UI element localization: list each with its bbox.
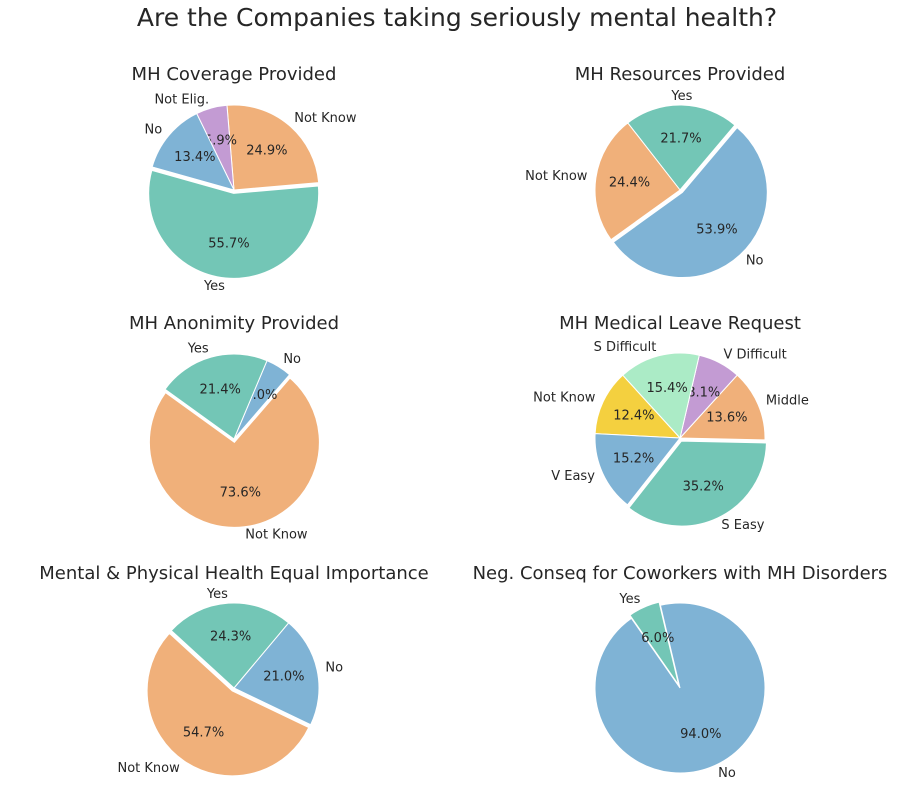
pie-title: MH Resources Provided: [575, 64, 786, 85]
pie-slice: [148, 377, 320, 528]
slice-category-label: S Difficult: [594, 340, 657, 355]
slice-category-label: Yes: [187, 341, 209, 356]
slice-category-label: No: [718, 766, 736, 781]
slice-category-label: Not Know: [117, 761, 180, 776]
pie-slice: [146, 632, 310, 777]
slice-percent-label: 35.2%: [683, 480, 724, 495]
pie-slice: [621, 352, 700, 440]
slice-category-label: Not Elig.: [154, 92, 209, 107]
pie-chart-5: Mental & Physical Health Equal Importanc…: [39, 563, 429, 777]
pie-slice: [629, 601, 680, 686]
slice-category-label: No: [283, 352, 301, 367]
pie-chart-4: MH Medical Leave Request 13.6% Middle 8.1% V…: [533, 313, 809, 533]
slice-percent-label: 53.9%: [696, 222, 737, 237]
pie-slice: [170, 602, 290, 689]
pie-slice: [594, 602, 766, 774]
figure-title: Are the Companies taking seriously menta…: [136, 3, 778, 32]
pie-slice: [627, 104, 736, 191]
slice-percent-label: 13.6%: [706, 410, 747, 425]
pie-slice: [594, 374, 682, 439]
pie-title: Neg. Conseq for Coworkers with MH Disord…: [473, 563, 888, 584]
slice-percent-label: 21.0%: [263, 670, 304, 685]
slice-percent-label: 24.4%: [609, 175, 650, 190]
slice-category-label: Not Know: [525, 169, 588, 184]
pie-chart-2: MH Resources Provided 21.7% Yes 24.4% Not Kn…: [525, 64, 786, 278]
slice-percent-label: 24.3%: [210, 630, 251, 645]
pie-title: MH Anonimity Provided: [129, 313, 339, 334]
pie-slice: [148, 169, 320, 279]
slice-percent-label: 6.0%: [641, 631, 674, 646]
slice-category-label: Not Know: [533, 391, 596, 406]
slice-percent-label: 73.6%: [220, 486, 261, 501]
slice-category-label: V Easy: [551, 469, 595, 484]
pie-title: MH Medical Leave Request: [559, 313, 801, 334]
slice-percent-label: 8.1%: [687, 385, 720, 400]
slice-percent-label: 15.2%: [613, 452, 654, 467]
pie-slice: [678, 374, 766, 441]
pie-title: Mental & Physical Health Equal Importanc…: [39, 563, 428, 584]
slice-category-label: Not Know: [245, 528, 308, 543]
slice-percent-label: 21.4%: [200, 382, 241, 397]
pie-slice: [233, 622, 320, 726]
pie-slice: [628, 440, 767, 527]
slice-category-label: Middle: [766, 394, 809, 409]
slice-category-label: V Difficult: [723, 348, 786, 363]
slice-category-label: No: [145, 123, 163, 138]
slice-category-label: Not Know: [294, 111, 357, 126]
pie-chart-6: Neg. Conseq for Coworkers with MH Disord…: [473, 563, 888, 781]
slice-category-label: No: [325, 661, 343, 676]
slice-percent-label: 54.7%: [183, 726, 224, 741]
slice-category-label: S Easy: [721, 518, 764, 533]
slice-category-label: Yes: [203, 279, 225, 294]
pie-slice: [594, 122, 681, 241]
slice-category-label: Yes: [670, 89, 692, 104]
slice-category-label: No: [746, 254, 764, 269]
pie-chart-1: MH Coverage Provided 55.7% Yes 24.9% Not Kno…: [132, 64, 357, 294]
pie-slice: [226, 104, 320, 191]
pie-slice: [164, 353, 268, 440]
pie-slice: [612, 126, 768, 278]
slice-percent-label: 55.7%: [208, 237, 249, 252]
pie-slice: [594, 433, 681, 506]
slice-percent-label: 13.4%: [174, 150, 215, 165]
pie-slice: [151, 112, 235, 191]
pie-title: MH Coverage Provided: [132, 64, 337, 85]
slice-category-label: Yes: [206, 587, 228, 602]
slice-percent-label: 21.7%: [660, 132, 701, 147]
slice-percent-label: 94.0%: [680, 727, 721, 742]
slice-percent-label: 12.4%: [613, 409, 654, 424]
slice-percent-label: 24.9%: [246, 143, 287, 158]
slice-percent-label: 15.4%: [646, 381, 687, 396]
slice-category-label: Yes: [618, 592, 640, 607]
